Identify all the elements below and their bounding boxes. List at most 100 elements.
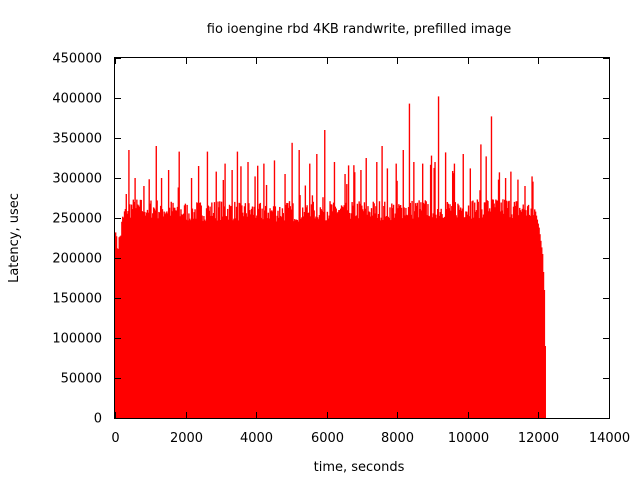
bar	[256, 215, 258, 418]
bar	[297, 221, 299, 418]
bar	[387, 216, 389, 418]
bar	[191, 208, 194, 418]
bar	[287, 203, 289, 418]
bar	[144, 215, 147, 418]
bar	[449, 204, 451, 418]
bar	[351, 202, 353, 418]
bar	[429, 216, 431, 418]
bar	[152, 207, 155, 418]
bar	[337, 211, 339, 418]
bar	[242, 216, 245, 418]
bar	[342, 207, 344, 418]
bar	[534, 209, 536, 418]
bar	[540, 240, 542, 418]
bar	[507, 201, 509, 418]
x-tick-label: 12000	[518, 431, 559, 446]
bar	[246, 216, 248, 418]
bar	[488, 211, 490, 418]
bar	[532, 181, 534, 418]
bar	[453, 163, 456, 418]
bar	[438, 215, 441, 418]
bar	[318, 215, 321, 418]
bar	[516, 201, 518, 418]
bar	[402, 150, 404, 418]
bar	[340, 205, 343, 418]
bar	[309, 216, 312, 418]
bar	[204, 219, 206, 418]
bar	[226, 216, 228, 418]
bar	[231, 170, 233, 418]
bar	[148, 179, 150, 418]
bar	[397, 208, 399, 418]
bar	[524, 186, 526, 418]
bar	[115, 232, 117, 418]
bar	[416, 202, 419, 418]
bar	[165, 212, 167, 418]
bar	[374, 213, 376, 418]
bar	[408, 103, 411, 418]
bar	[485, 156, 487, 418]
bar	[538, 227, 540, 418]
bar	[123, 211, 126, 418]
bar	[462, 154, 464, 418]
x-tick-label: 14000	[589, 431, 630, 446]
bar	[427, 204, 429, 418]
bar	[335, 208, 337, 418]
bar	[149, 203, 151, 418]
bar	[268, 218, 270, 418]
bar	[480, 144, 482, 418]
bar	[178, 151, 180, 418]
bar	[116, 248, 119, 418]
bar	[492, 199, 494, 418]
bar	[513, 201, 516, 418]
bar	[452, 173, 455, 418]
bar	[294, 219, 296, 418]
bar	[125, 194, 127, 418]
bar	[493, 203, 495, 418]
bar	[339, 210, 341, 418]
bar	[343, 205, 345, 418]
bar	[383, 205, 385, 418]
bar	[238, 202, 240, 418]
bar	[162, 216, 165, 418]
bar	[441, 214, 443, 418]
bar	[189, 218, 191, 418]
bar	[526, 206, 529, 418]
bar	[275, 221, 277, 418]
bar	[391, 208, 394, 418]
bar	[195, 218, 197, 418]
bar	[222, 179, 224, 418]
bar	[271, 210, 273, 418]
bar	[321, 210, 323, 418]
x-tick-label: 8000	[381, 431, 414, 446]
bar	[356, 203, 359, 418]
bar	[500, 202, 502, 418]
bar	[411, 200, 413, 418]
bar	[293, 221, 295, 418]
bar	[300, 218, 302, 418]
bar	[479, 190, 481, 418]
bar	[481, 217, 484, 418]
bar	[512, 206, 515, 418]
bar	[329, 201, 331, 418]
bar	[523, 209, 525, 418]
bar	[137, 205, 140, 418]
bar	[381, 146, 383, 418]
bar	[447, 203, 449, 418]
bar	[223, 206, 225, 418]
bar	[494, 207, 496, 418]
bar	[197, 166, 200, 418]
bar	[434, 162, 436, 418]
bar	[377, 214, 380, 418]
bar	[210, 215, 212, 418]
bar	[171, 211, 173, 418]
bar	[372, 201, 374, 418]
bar	[420, 202, 422, 418]
bar	[182, 213, 185, 418]
bar	[405, 207, 407, 418]
bar	[183, 205, 186, 418]
bar	[172, 202, 174, 418]
bar	[421, 210, 423, 418]
bar	[298, 150, 300, 418]
bar	[360, 170, 362, 418]
